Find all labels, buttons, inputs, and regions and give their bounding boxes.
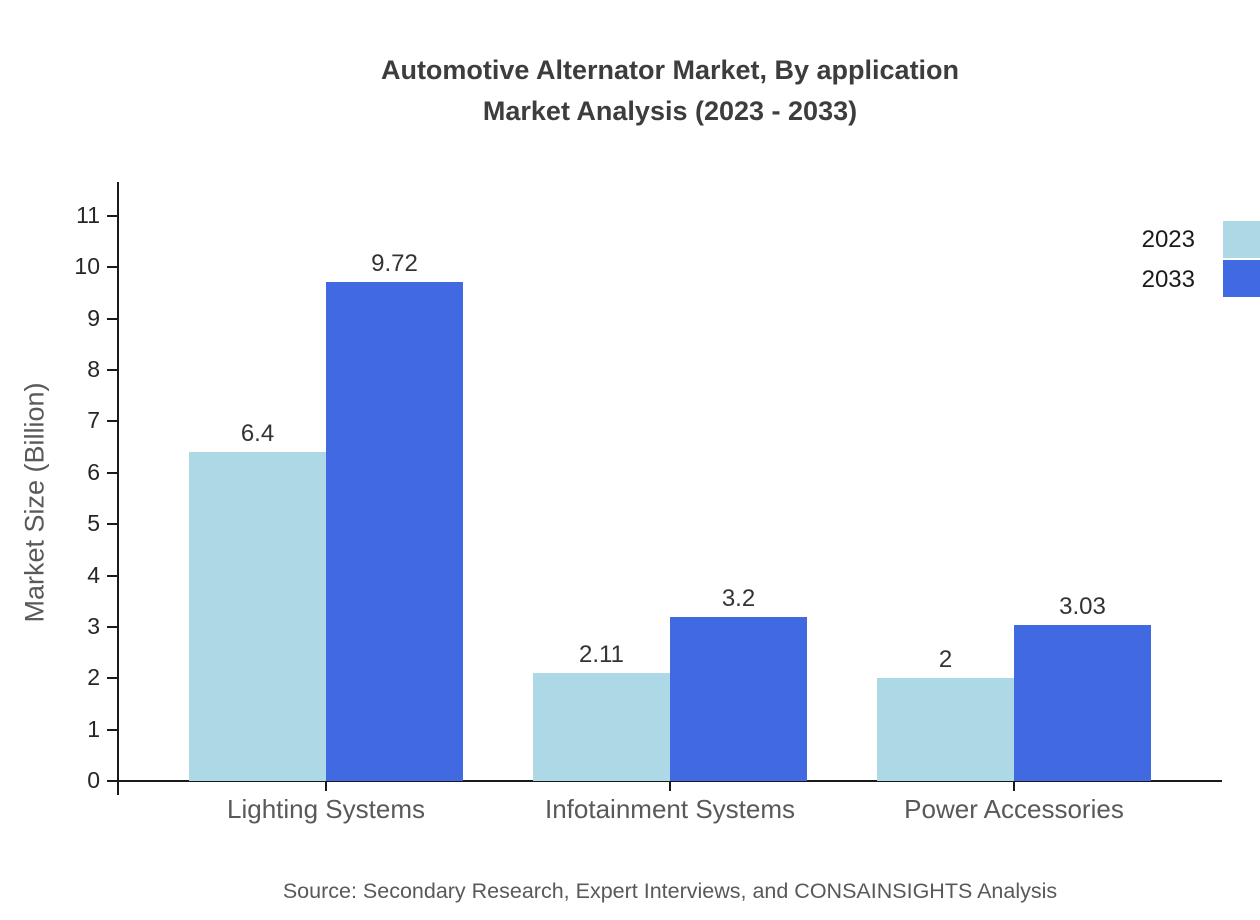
chart-title-line2: Market Analysis (2023 - 2033)	[482, 96, 858, 126]
x-category-label-power-accessories: Power Accessories	[904, 794, 1124, 824]
bar-2033-power-accessories	[1014, 625, 1151, 781]
y-tick-label: 1	[87, 715, 100, 742]
bar-value-label-2023-infotainment-systems: 2.11	[579, 640, 624, 668]
y-tick	[107, 728, 117, 731]
bar-value-label-2033-power-accessories: 3.03	[1059, 593, 1106, 621]
y-tick	[107, 420, 117, 423]
y-tick	[107, 625, 117, 628]
y-tick	[107, 574, 117, 577]
bar-2033-infotainment-systems	[670, 616, 807, 781]
y-tick-label: 9	[87, 304, 100, 331]
y-tick-label: 7	[87, 407, 100, 434]
legend-label-2023: 2023	[1141, 226, 1195, 253]
y-tick-label: 2	[87, 664, 100, 691]
bar-2023-lighting-systems	[189, 452, 326, 781]
bar-value-label-2023-power-accessories: 2	[938, 646, 953, 674]
x-category-label-infotainment-systems: Infotainment Systems	[545, 794, 795, 824]
y-tick	[107, 317, 117, 320]
y-tick-label: 3	[87, 612, 100, 639]
chart-title-line1: Automotive Alternator Market, By applica…	[380, 55, 960, 85]
bar-value-label-2033-lighting-systems: 9.72	[371, 249, 418, 277]
y-tick-label: 0	[87, 767, 100, 793]
y-tick	[107, 523, 117, 526]
legend-label-2033: 2033	[1141, 266, 1195, 293]
bar-2023-infotainment-systems	[533, 672, 670, 781]
y-tick-label: 11	[76, 202, 100, 229]
source-note: Source: Secondary Research, Expert Inter…	[282, 879, 1058, 903]
legend-swatch-2033	[1223, 260, 1260, 297]
x-tick	[1013, 781, 1015, 791]
y-tick	[107, 471, 117, 474]
y-axis-line	[117, 182, 119, 795]
y-tick-label: 6	[87, 458, 100, 485]
x-tick	[669, 781, 671, 791]
chart-title: Automotive Alternator Market, By applica…	[80, 50, 1260, 132]
x-tick	[325, 781, 327, 791]
y-tick	[107, 266, 117, 269]
y-tick	[107, 780, 117, 782]
y-tick	[107, 369, 117, 372]
y-tick-label: 4	[87, 561, 100, 588]
bar-2033-lighting-systems	[326, 281, 463, 781]
bar-2023-power-accessories	[877, 678, 1014, 781]
bar-value-label-2033-infotainment-systems: 3.2	[721, 584, 756, 612]
y-tick	[107, 215, 117, 218]
bar-value-label-2023-lighting-systems: 6.4	[240, 420, 275, 448]
legend-swatch-2023	[1223, 221, 1260, 258]
y-tick-label: 10	[74, 253, 100, 280]
y-tick	[107, 677, 117, 680]
x-category-label-lighting-systems: Lighting Systems	[227, 794, 425, 824]
y-tick-label: 8	[87, 356, 100, 383]
y-tick-label: 5	[87, 510, 100, 537]
